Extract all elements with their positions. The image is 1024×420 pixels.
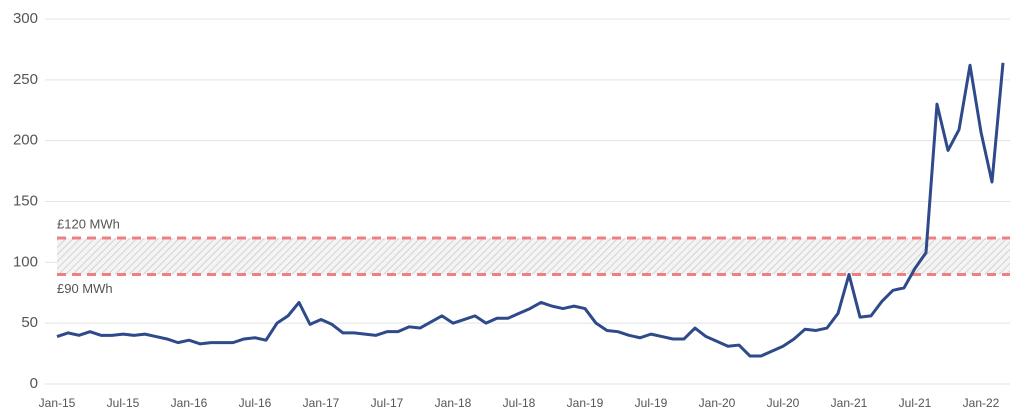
x-tick-label: Jul-15 bbox=[107, 396, 140, 410]
y-tick-label: 200 bbox=[13, 132, 38, 149]
x-tick-label: Jan-21 bbox=[831, 396, 868, 410]
x-tick-label: Jan-20 bbox=[699, 396, 736, 410]
x-tick-label: Jan-18 bbox=[435, 396, 472, 410]
x-tick-label: Jul-18 bbox=[503, 396, 536, 410]
annotation: £90 MWh bbox=[57, 281, 113, 296]
y-tick-label: 250 bbox=[13, 71, 38, 88]
x-tick-label: Jul-21 bbox=[899, 396, 932, 410]
y-tick-label: 150 bbox=[13, 192, 38, 209]
x-tick-label: Jul-17 bbox=[371, 396, 404, 410]
y-tick-label: 0 bbox=[30, 375, 38, 392]
band bbox=[57, 238, 1010, 275]
x-tick-label: Jan-16 bbox=[171, 396, 208, 410]
x-tick-label: Jul-20 bbox=[767, 396, 800, 410]
x-tick-label: Jul-19 bbox=[635, 396, 668, 410]
annotation: £120 MWh bbox=[57, 216, 120, 231]
y-tick-label: 300 bbox=[13, 10, 38, 27]
x-tick-label: Jan-22 bbox=[963, 396, 1000, 410]
x-tick-label: Jan-19 bbox=[567, 396, 604, 410]
x-tick-label: Jan-17 bbox=[303, 396, 340, 410]
x-tick-label: Jul-16 bbox=[239, 396, 272, 410]
y-tick-label: 50 bbox=[21, 314, 38, 331]
line-series bbox=[56, 62, 1005, 358]
y-tick-label: 100 bbox=[13, 253, 38, 270]
x-tick-label: Jan-15 bbox=[39, 396, 76, 410]
